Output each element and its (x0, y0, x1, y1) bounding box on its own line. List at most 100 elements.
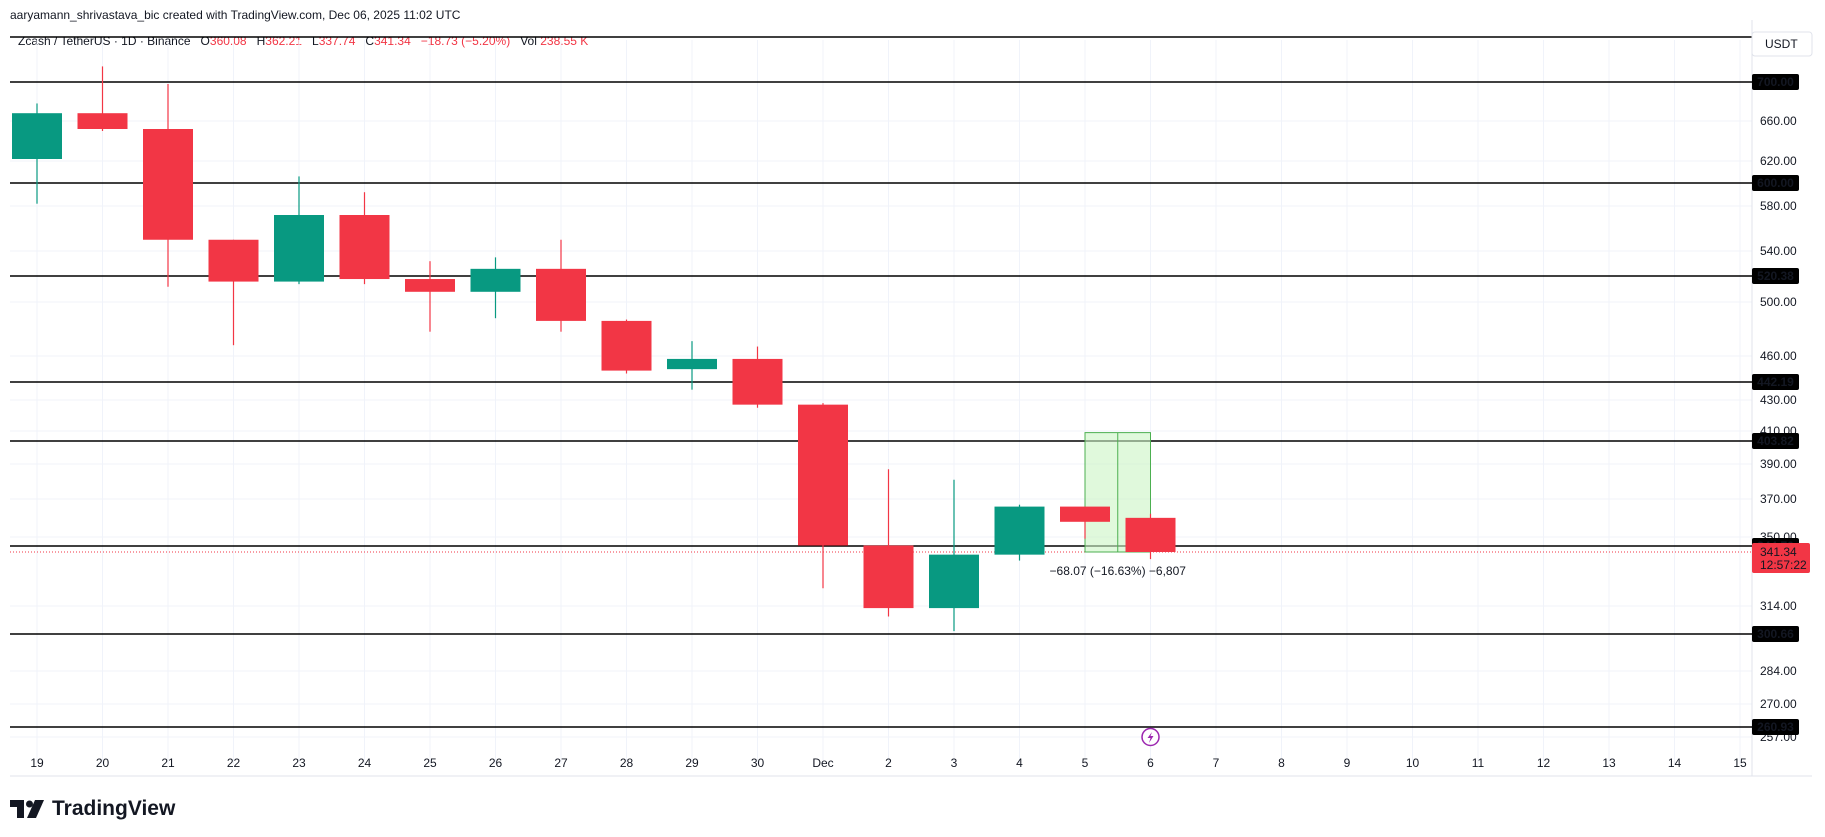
y-tick-label: 370.00 (1760, 492, 1797, 506)
level-tag-text: 300.66 (1757, 627, 1794, 641)
x-tick-label: 3 (951, 756, 958, 770)
candle[interactable] (77, 66, 128, 131)
x-tick-label: 20 (96, 756, 110, 770)
candle-body (208, 239, 259, 282)
candle-body (143, 129, 193, 240)
x-tick-label: 30 (751, 756, 765, 770)
price-range-measure[interactable]: −68.07 (−16.63%) −6,807 (1050, 432, 1187, 578)
y-tick-label: 314.00 (1760, 599, 1797, 613)
candle[interactable] (274, 176, 324, 285)
candle[interactable] (667, 341, 717, 390)
candle[interactable] (1125, 513, 1176, 560)
x-tick-label: 25 (423, 756, 437, 770)
x-tick-label: 22 (227, 756, 241, 770)
candle-body (929, 554, 979, 609)
close-label: C (365, 34, 375, 48)
time-axis[interactable]: 19 20 21 22 23 24 25 26 27 28 29 30 Dec 2 3 4 5 6 7 8 9 10 11 1… (30, 756, 1747, 770)
candle-body (274, 215, 324, 282)
x-tick-label: 6 (1147, 756, 1154, 770)
chart-attribution: aaryamann_shrivastava_bic created with T… (10, 8, 461, 22)
countdown-value: 12:57:22 (1760, 558, 1807, 572)
x-tick-label: 2 (885, 756, 892, 770)
y-tick-label: 620.00 (1760, 154, 1797, 168)
measure-label: −68.07 (−16.63%) −6,807 (1050, 564, 1187, 578)
level-tag (1752, 268, 1799, 284)
x-tick-label: 7 (1213, 756, 1220, 770)
level-tag-text: 442.19 (1757, 375, 1794, 389)
lightning-icon[interactable] (1141, 727, 1160, 747)
y-tick-label: 390.00 (1760, 457, 1797, 471)
candle-body (863, 545, 914, 609)
level-tag (1752, 626, 1799, 642)
last-price-tag (1752, 543, 1810, 573)
level-tag-text: 403.82 (1757, 434, 1794, 448)
candle[interactable] (601, 319, 652, 374)
candle-body (470, 268, 521, 292)
candle-body (536, 268, 586, 321)
candle[interactable] (536, 239, 586, 332)
tradingview-logo: TradingView (10, 797, 175, 821)
candle[interactable] (339, 192, 390, 285)
tradingview-logo-icon (10, 800, 44, 818)
chart-grid (10, 20, 1812, 777)
level-tag-text: 600.00 (1757, 176, 1794, 190)
support-resistance-lines (10, 36, 1752, 728)
x-tick-label: 9 (1344, 756, 1351, 770)
candle[interactable] (470, 257, 521, 319)
candle-body (732, 358, 783, 405)
candle[interactable] (994, 504, 1045, 561)
candle[interactable] (863, 469, 914, 617)
x-tick-label: 11 (1472, 756, 1485, 770)
candle[interactable] (143, 83, 193, 287)
y-tick-label: 580.00 (1760, 199, 1797, 213)
candle[interactable] (12, 103, 62, 204)
open-label: O (200, 34, 210, 48)
candle-body (601, 320, 652, 371)
x-tick-label: 21 (161, 756, 175, 770)
x-tick-label: Dec (812, 756, 833, 770)
y-tick-label: 500.00 (1760, 295, 1797, 309)
x-tick-label: 13 (1602, 756, 1616, 770)
candle-body (12, 113, 62, 159)
level-tag (1752, 719, 1799, 735)
candle[interactable] (405, 261, 455, 332)
y-tick-label: 270.00 (1760, 697, 1797, 711)
candlestick-series (12, 66, 1176, 632)
price-tags: 700.00600.00520.38442.19403.82344.70300.… (1141, 74, 1810, 747)
x-tick-label: 29 (685, 756, 699, 770)
candle-body (339, 215, 390, 280)
x-tick-label: 26 (489, 756, 503, 770)
level-tag (1752, 374, 1799, 390)
logo-text: TradingView (52, 797, 176, 820)
currency-label: USDT (1765, 37, 1798, 51)
candle[interactable] (208, 239, 259, 346)
y-tick-label: 284.00 (1760, 664, 1797, 678)
high-label: H (256, 34, 266, 48)
level-tag-text: 520.38 (1757, 269, 1794, 283)
candle-body (1125, 517, 1176, 552)
price-chart[interactable]: −68.07 (−16.63%) −6,807 19 20 21 22 23 24 25 26… (0, 0, 1825, 790)
x-tick-label: 23 (292, 756, 306, 770)
x-tick-label: 19 (30, 756, 44, 770)
candle[interactable] (732, 346, 783, 408)
candle[interactable] (798, 403, 848, 589)
x-tick-label: 12 (1537, 756, 1551, 770)
candle-body (798, 404, 848, 546)
marker-bolt (1147, 732, 1154, 743)
x-tick-label: 24 (358, 756, 372, 770)
currency-label-box (1751, 31, 1813, 57)
candle[interactable] (1060, 506, 1110, 539)
level-tag-text: 700.00 (1757, 75, 1794, 89)
y-tick-label: 540.00 (1760, 244, 1797, 258)
x-tick-label: 5 (1082, 756, 1089, 770)
x-tick-label: 15 (1733, 756, 1747, 770)
level-tag-text: 260.93 (1757, 720, 1794, 734)
y-tick-label: 660.00 (1760, 114, 1797, 128)
x-tick-label: 14 (1668, 756, 1682, 770)
last-price-value: 341.34 (1760, 545, 1797, 559)
y-tick-label: 430.00 (1760, 393, 1797, 407)
x-tick-label: 10 (1406, 756, 1420, 770)
candle[interactable] (929, 479, 979, 632)
low-label: L (312, 34, 319, 48)
candle-body (77, 113, 128, 129)
